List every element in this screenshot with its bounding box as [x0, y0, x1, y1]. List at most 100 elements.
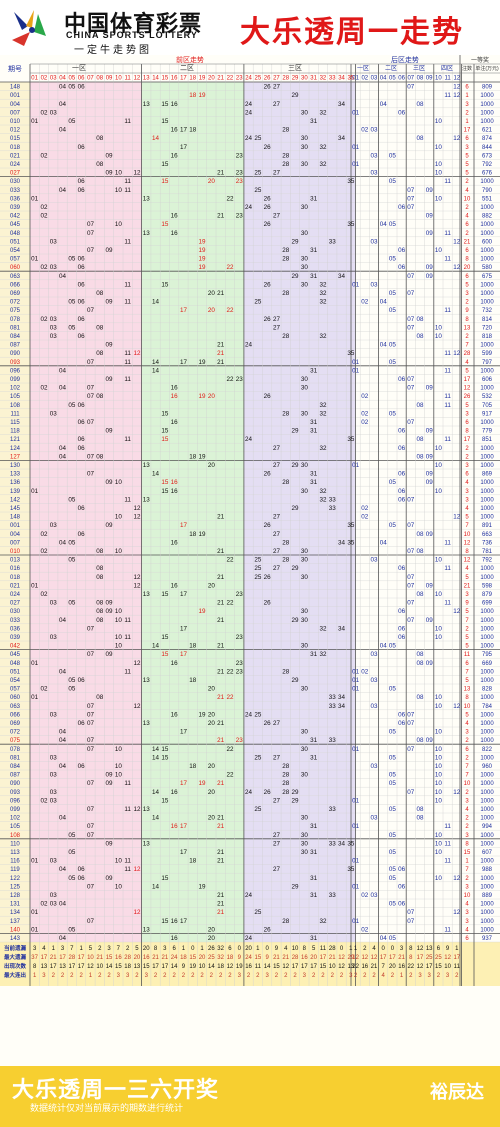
table-row: 105 07 16 17 21 31 01 11 2 994	[10, 823, 493, 830]
front-hit-number: 10	[115, 883, 123, 890]
stats-row: 最大连出 1 3 2 2 2 2 1 2 2 3 3 2 3 2 2 2 2 2 2 2 2 2 3 2 2 3 2 2 2 3 2 2 2 2 3 2…	[4, 971, 459, 979]
front-hit-number: 04	[59, 367, 67, 374]
prize-amount: 1000	[480, 291, 494, 297]
prize-count: 5	[465, 575, 469, 581]
front-hit-number: 32	[319, 333, 327, 340]
table-row: 066 06 11 15 26 30 32 01 03 5 1000	[10, 281, 494, 288]
table-row: 060 02 03 06 19 22 30 06 09 12 20 580	[10, 264, 493, 271]
front-hit-number: 29	[292, 505, 300, 512]
back-hit-number: 08	[416, 737, 424, 744]
back-hit-number: 04	[380, 539, 388, 546]
front-hit-number: 11	[124, 634, 131, 641]
back-hit-number: 12	[453, 350, 461, 357]
front-hit-number: 20	[208, 763, 216, 770]
front-hit-number: 08	[96, 324, 104, 331]
stats-front-value: 19	[236, 964, 243, 970]
prize-amount: 1000	[480, 798, 494, 804]
front-hit-number: 17	[180, 651, 188, 658]
stats-back-value: 16	[398, 964, 405, 970]
front-hit-number: 13	[143, 840, 151, 847]
front-number-label: 02	[41, 76, 48, 82]
front-hit-number: 19	[199, 256, 207, 263]
front-hit-number: 26	[264, 204, 272, 211]
back-hit-number: 03	[370, 170, 378, 177]
front-number-label: 34	[338, 76, 345, 82]
prize-amount: 607	[482, 850, 493, 856]
back-hit-number: 07	[407, 204, 415, 211]
front-hit-number: 21	[217, 892, 225, 899]
stats-back-value: 3	[446, 973, 450, 979]
stats-back-value: 7	[382, 964, 386, 970]
front-hit-number: 18	[189, 763, 197, 770]
front-hit-number: 28	[282, 557, 290, 564]
front-hit-number: 21	[217, 643, 225, 650]
stats-front-value: 17	[292, 964, 299, 970]
prize-count: 2	[465, 738, 469, 744]
front-hit-number: 03	[50, 754, 58, 761]
front-hit-number: 08	[96, 574, 104, 581]
prize-amount: 1000	[480, 506, 494, 512]
front-hit-number: 13	[143, 591, 151, 598]
stats-back-value: 21	[371, 964, 378, 970]
stats-front-value: 28	[69, 955, 76, 961]
front-hit-number: 23	[236, 152, 244, 159]
issue-number: 066	[10, 712, 21, 718]
stats-front-value: 0	[340, 946, 344, 952]
stats-front-value: 20	[310, 955, 317, 961]
front-hit-number: 07	[87, 247, 95, 254]
back-hit-number: 06	[398, 883, 406, 890]
front-hit-number: 28	[282, 410, 290, 417]
prize-count: 10	[464, 781, 471, 787]
table-row: 096 02 03 15 27 29 01 10 3 1000	[10, 797, 494, 804]
back-hit-number: 05	[389, 754, 397, 761]
front-hit-number: 17	[180, 625, 188, 632]
stats-front-value: 14	[106, 964, 113, 970]
stats-front-value: 3	[42, 973, 46, 979]
back-hit-number: 05	[389, 152, 397, 159]
table-row: 143 04 16 20 24 31 04 05 6 937	[10, 935, 493, 942]
stats-front-value: 24	[245, 955, 252, 961]
prize-amount: 532	[482, 394, 493, 400]
brand-name-cn: 中国体育彩票	[64, 11, 203, 36]
front-hit-number: 15	[161, 651, 169, 658]
front-hit-number: 33	[329, 694, 337, 701]
front-hit-number: 12	[133, 574, 141, 581]
prize-count: 4	[465, 188, 469, 194]
front-number-label: 26	[264, 76, 271, 82]
back-number-label: 04	[380, 76, 387, 82]
table-row: 093 07 11 14 17 19 21 01 05 4 797	[10, 359, 493, 366]
front-hit-number: 19	[199, 531, 207, 538]
front-hit-number: 34	[338, 135, 346, 142]
front-hit-number: 20	[208, 290, 216, 297]
front-hit-number: 14	[152, 746, 160, 753]
table-row: 096 04 14 31 01 11 5 1000	[10, 367, 494, 374]
front-hit-number: 13	[143, 462, 151, 469]
issue-number: 057	[10, 257, 21, 263]
front-hit-number: 04	[59, 815, 67, 822]
stats-front-value: 1	[79, 946, 83, 952]
front-hit-number: 17	[180, 591, 188, 598]
prize-count: 13	[464, 687, 471, 693]
front-hit-number: 29	[292, 428, 300, 435]
back-hit-number: 03	[370, 281, 378, 288]
issue-number: 063	[10, 274, 21, 280]
stats-front-value: 2	[331, 973, 335, 979]
front-hit-number: 13	[143, 496, 151, 503]
issue-number: 110	[10, 841, 20, 847]
front-hit-number: 13	[143, 230, 151, 237]
front-hit-number: 03	[50, 333, 58, 340]
stats-front-value: 3	[349, 973, 353, 979]
footer-title: 大乐透周一三六开奖	[12, 1077, 220, 1102]
back-hit-number: 10	[435, 557, 443, 564]
front-number-label: 24	[245, 76, 252, 82]
stats-front-value: 5	[312, 946, 316, 952]
stats-front-value: 16	[301, 955, 308, 961]
prize-amount: 736	[482, 540, 493, 546]
back-hit-number: 09	[426, 453, 434, 460]
stats-front-value: 9	[265, 955, 269, 961]
front-header: 前区走势	[176, 55, 204, 64]
prize-count: 5	[465, 403, 469, 409]
front-hit-number: 04	[59, 127, 67, 134]
table-row: 125 07 10 14 19 29 01 06 3 1000	[10, 883, 494, 890]
front-hit-number: 03	[50, 858, 58, 865]
